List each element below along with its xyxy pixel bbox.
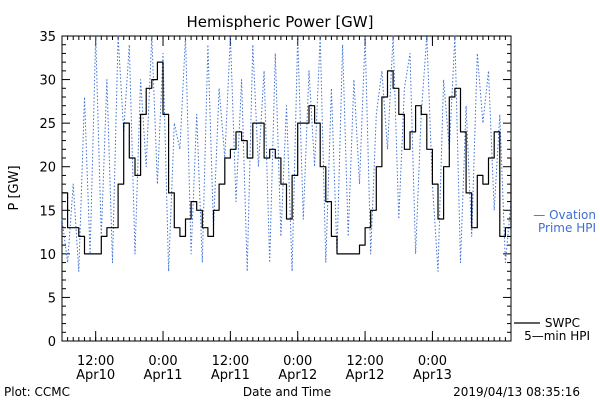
x-tick-label-time: 0:00 — [148, 354, 177, 369]
plot-credit: Plot: CCMC — [4, 385, 70, 399]
x-tick-label-date: Apr13 — [413, 368, 452, 383]
x-tick-label-date: Apr12 — [278, 368, 317, 383]
legend-label-swpc: 5—min HPI — [524, 329, 590, 343]
x-tick-label-time: 12:00 — [212, 354, 249, 369]
x-axis-label: Date and Time — [243, 385, 331, 399]
y-axis-label: P [GW] — [7, 165, 22, 210]
x-tick-label-time: 0:00 — [283, 354, 312, 369]
x-tick-label-time: 12:00 — [77, 354, 114, 369]
series-line-swpc-5-min-hpi — [62, 61, 512, 255]
y-tick-label: 5 — [48, 291, 56, 306]
series-layer — [61, 35, 512, 272]
legend-label-swpc: SWPC — [545, 316, 580, 330]
x-tick-label-time: 12:00 — [346, 354, 383, 369]
y-tick-label: 10 — [39, 248, 56, 263]
x-tick-label-date: Apr11 — [144, 368, 183, 383]
x-tick-label-time: 0:00 — [418, 354, 447, 369]
y-tick-label: 0 — [48, 335, 56, 350]
x-tick-label-date: Apr11 — [211, 368, 250, 383]
legend-label-ovation: Prime HPI — [538, 221, 596, 235]
legend-label-ovation: — Ovation — [533, 208, 596, 222]
y-tick-label: 35 — [39, 30, 56, 45]
y-tick-label: 25 — [39, 117, 56, 132]
y-tick-label: 20 — [39, 161, 56, 176]
x-tick-label-date: Apr10 — [76, 368, 115, 383]
y-tick-label: 30 — [39, 74, 56, 89]
chart-title: Hemispheric Power [GW] — [187, 13, 374, 31]
x-tick-label-date: Apr12 — [346, 368, 385, 383]
y-tick-label: 15 — [39, 204, 56, 219]
plot-timestamp: 2019/04/13 08:35:16 — [453, 385, 580, 399]
